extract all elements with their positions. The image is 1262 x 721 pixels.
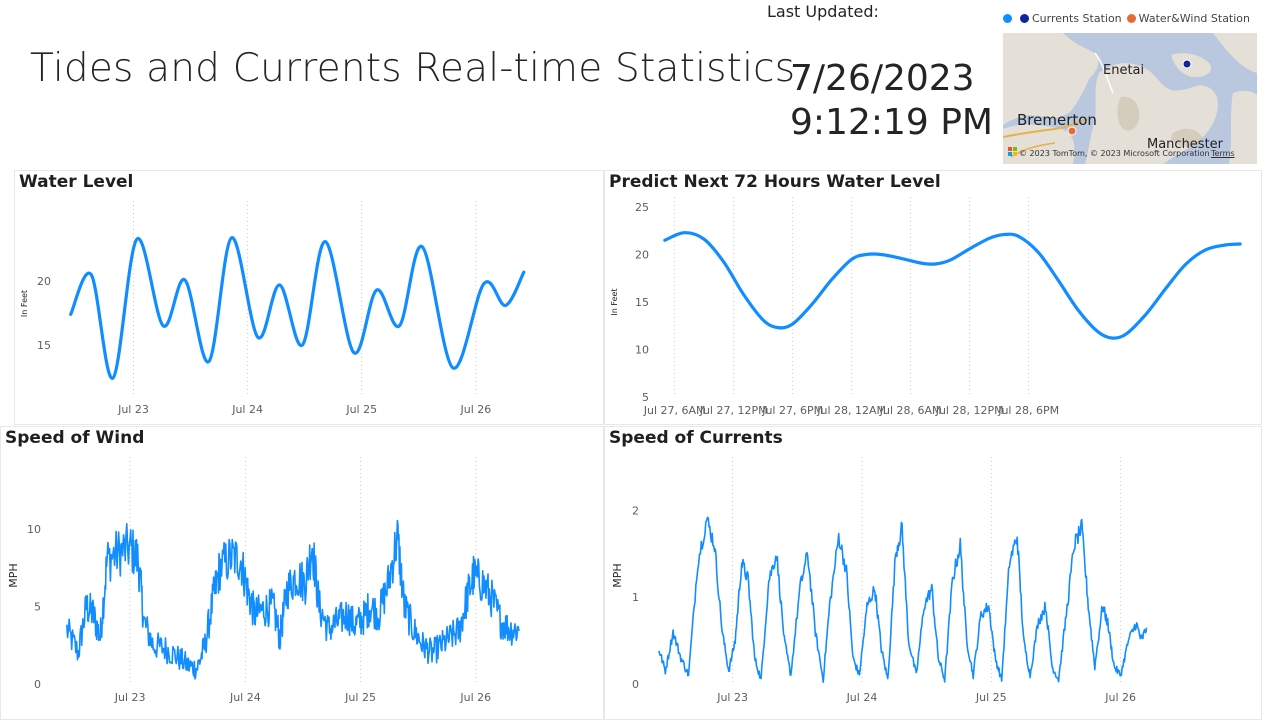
x-tick-label: Jul 27, 6AM [643,404,706,417]
x-tick-label: Jul 26 [459,403,491,416]
water-level-panel: Water Level Jul 23 Jul 24 Jul 25 Jul 26 15 20… [14,170,604,425]
chart-title: Speed of Currents [609,428,783,448]
station-map[interactable]: Enetai Bremerton Manchester © 2023 TomTo… [1003,33,1257,164]
map-legend: Currents Station Water&Wind Station [1003,12,1255,25]
x-tick-label: Jul 26 [1104,691,1136,704]
y-tick-label: 2 [632,504,639,517]
predict-panel: Predict Next 72 Hours Water Level Jul 27… [604,170,1262,425]
x-tick-label: Jul 27, 12PM [699,404,768,417]
x-tick-label: Jul 25 [344,691,376,704]
map-place-label: Bremerton [1017,111,1097,129]
y-tick-label: 1 [632,591,639,604]
speed-currents-chart[interactable]: Jul 23 Jul 24 Jul 25 Jul 26 0 1 2 MPH [605,427,1262,721]
x-tick-label: Jul 25 [345,403,377,416]
last-updated-date: 7/26/2023 [790,58,975,99]
y-axis-label: MPH [611,563,624,587]
y-axis-label: In Feet [20,290,29,317]
x-tick-label: Jul 28, 12PM [935,404,1004,417]
water-level-chart[interactable]: Jul 23 Jul 24 Jul 25 Jul 26 15 20 In Feet [15,171,605,426]
legend-item-currents-station[interactable]: Currents Station [1020,12,1122,25]
legend-item-water-wind-station[interactable]: Water&Wind Station [1126,12,1250,25]
speed-currents-panel: Speed of Currents Jul 23 Jul 24 Jul 25 Jul … [604,426,1262,720]
x-tick-label: Jul 28, 6AM [879,404,942,417]
speed-wind-panel: Speed of Wind Jul 23 Jul 24 Jul 25 Jul 26 0 5… [0,426,604,720]
map-copyright: © 2023 TomTom, © 2023 Microsoft Corporat… [1019,149,1210,158]
chart-title: Speed of Wind [5,428,145,448]
map-place-label: Manchester [1147,137,1224,152]
map-terms-link[interactable]: Terms [1211,149,1235,158]
map-place-label: Enetai [1103,63,1145,78]
series-line[interactable] [658,516,1148,683]
legend-label: Water&Wind Station [1138,12,1250,25]
speed-wind-chart[interactable]: Jul 23 Jul 24 Jul 25 Jul 26 0 5 10 MPH [1,427,605,721]
x-tick-label: Jul 23 [114,691,146,704]
legend-dot-icon [1126,14,1136,23]
y-axis-label: MPH [7,563,20,587]
page-title: Tides and Currents Real-time Statistics [30,46,796,91]
y-tick-label: 10 [27,523,41,536]
map-canvas [1003,33,1257,164]
x-tick-label: Jul 25 [975,691,1007,704]
y-tick-label: 25 [635,201,649,214]
chart-title: Predict Next 72 Hours Water Level [609,172,941,192]
y-tick-label: 0 [34,678,41,691]
y-tick-label: 20 [635,249,649,262]
y-tick-label: 10 [635,344,649,357]
legend-item-unnamed[interactable] [1003,14,1015,23]
x-tick-label: Jul 24 [231,403,263,416]
series-line[interactable] [69,236,526,380]
y-tick-label: 15 [37,339,51,352]
last-updated-time: 9:12:19 PM [790,102,993,143]
x-tick-label: Jul 23 [716,691,748,704]
y-tick-label: 5 [642,391,649,404]
y-tick-label: 0 [632,678,639,691]
y-axis-label: In Feet [610,288,619,315]
chart-title: Water Level [19,172,134,192]
x-tick-label: Jul 28, 6PM [997,404,1059,417]
last-updated-label: Last Updated: [767,2,879,21]
y-tick-label: 5 [34,601,41,614]
y-tick-label: 20 [37,275,51,288]
y-tick-label: 15 [635,296,649,309]
x-tick-label: Jul 23 [117,403,149,416]
x-tick-label: Jul 27, 6PM [761,404,823,417]
x-tick-label: Jul 24 [846,691,878,704]
legend-dot-icon [1020,14,1029,23]
legend-label: Currents Station [1032,12,1122,25]
x-tick-label: Jul 24 [229,691,261,704]
x-tick-label: Jul 26 [459,691,491,704]
series-line[interactable] [66,519,520,680]
series-line[interactable] [663,231,1242,340]
legend-dot-icon [1003,14,1012,23]
x-tick-label: Jul 28, 12AM [816,404,886,417]
